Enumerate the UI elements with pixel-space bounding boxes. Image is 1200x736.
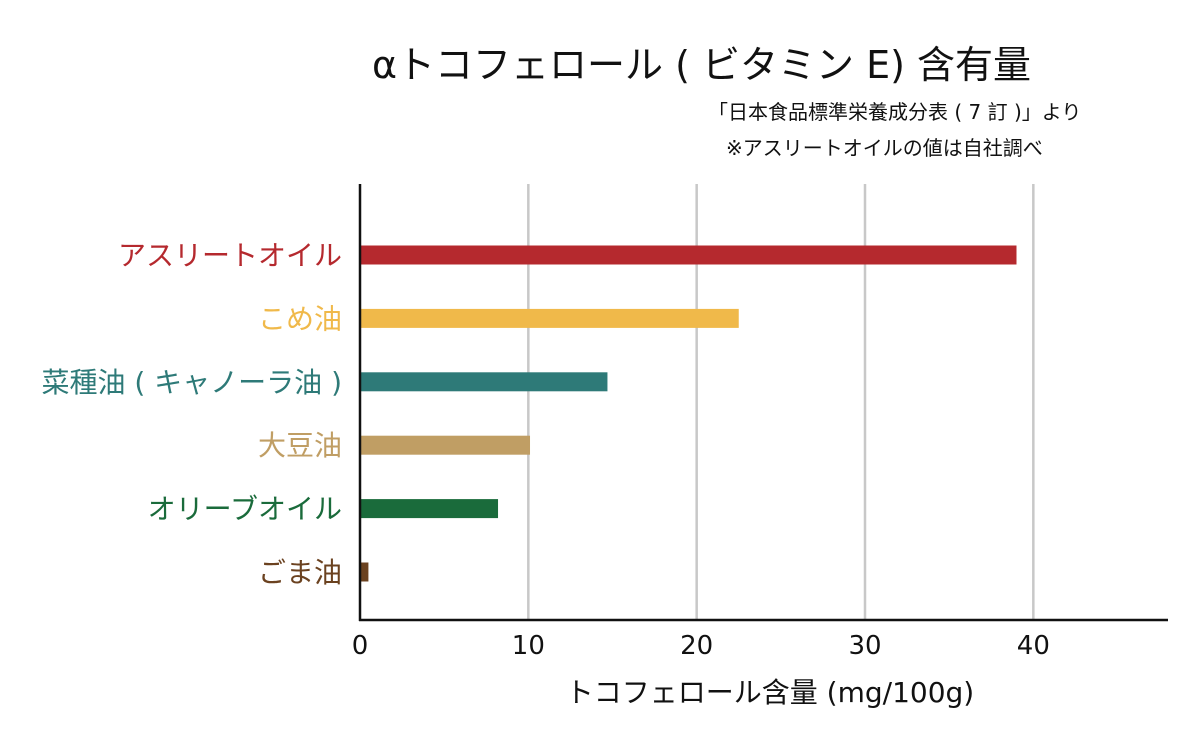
category-label-4: オリーブオイル [148,493,342,526]
x-tick-label-40: 40 [1017,631,1050,661]
bar-2 [360,372,608,392]
x-tick-label-10: 10 [512,631,545,661]
bar-3 [360,435,531,455]
athlete-oil-note: ※アスリートオイルの値は自社調べ [726,136,1043,160]
category-label-2: 菜種油 ( キャノーラ油 ) [41,366,342,399]
source-note: 「日本食品標準栄養成分表 ( 7 訂 )」より [708,100,1082,124]
bar-5 [360,562,369,582]
bar-1 [360,308,739,328]
category-label-1: こめ油 [258,302,342,335]
category-label-3: 大豆油 [258,429,342,462]
category-label-5: ごま油 [258,556,342,589]
category-label-0: アスリートオイル [118,239,342,272]
x-tick-label-20: 20 [680,631,713,661]
x-tick-label-0: 0 [352,631,369,661]
x-tick-label-30: 30 [848,631,881,661]
x-axis-label: トコフェロール含量 (mg/100g) [566,676,974,709]
bar-4 [360,499,499,519]
bar-0 [360,245,1017,265]
chart-title: αトコフェロール ( ビタミン E) 含有量 [372,43,1032,87]
